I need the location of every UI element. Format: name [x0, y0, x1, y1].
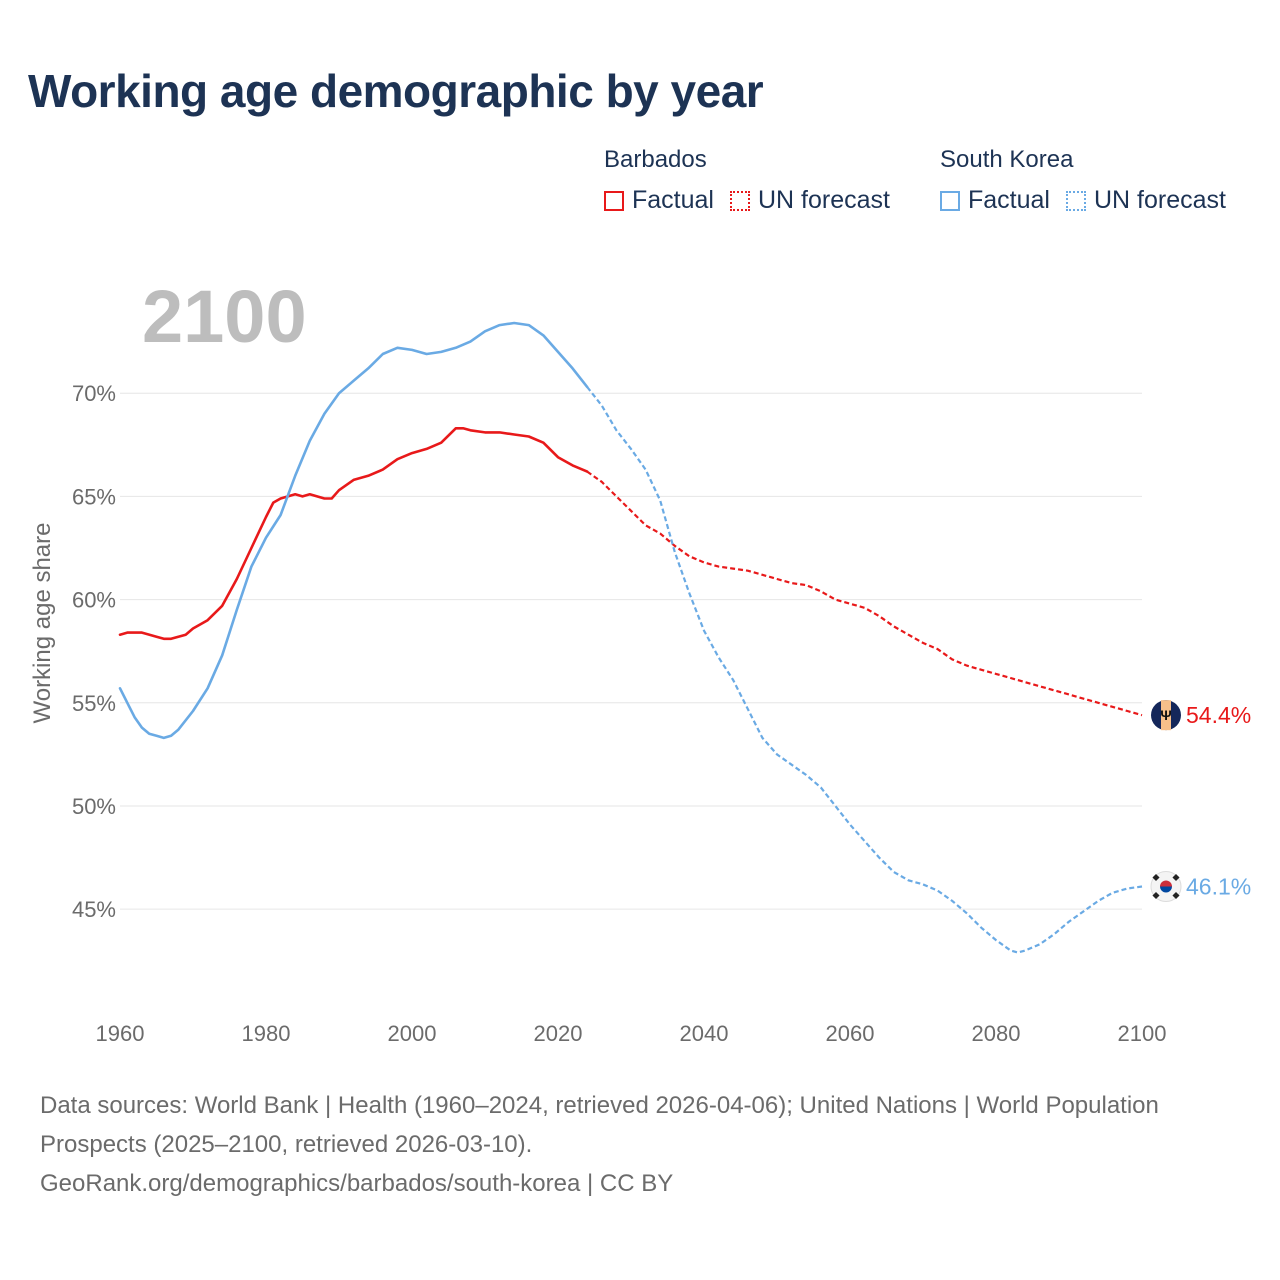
legend-swatch-solid-red: [604, 190, 624, 211]
x-tick-label: 1980: [242, 1021, 291, 1046]
series-line-south-korea-factual[interactable]: [118, 321, 589, 740]
series-line-barbados-factual[interactable]: [118, 427, 589, 641]
legend-group-barbados: Barbados Factual UN forecast: [604, 144, 906, 215]
barbados-flag-icon: Ψ: [1151, 700, 1181, 731]
legend-swatch-dotted-blue: [1065, 190, 1086, 211]
y-tick-label: 55%: [72, 691, 116, 716]
end-value-label-barbados: 54.4%: [1186, 702, 1251, 728]
legend-swatch-solid-blue: [940, 190, 960, 211]
credit-link[interactable]: GeoRank.org/demographics/barbados/south-…: [40, 1170, 674, 1197]
series-line-barbados-forecast[interactable]: [586, 470, 1143, 717]
year-watermark: 2100: [142, 275, 307, 358]
x-tick-label: 1960: [96, 1021, 145, 1046]
legend-label: UN forecast: [757, 186, 890, 214]
data-sources: Data sources: World Bank | Health (1960–…: [40, 1092, 1159, 1158]
legend-country-south-korea: South Korea: [940, 146, 1074, 173]
y-tick-label: 45%: [72, 897, 116, 922]
line-chart: 2100 45% 50% 55% 60% 65% 70% 1960 1980 2000 2020…: [29, 275, 1251, 1046]
south-korea-flag-icon: [1150, 870, 1182, 902]
end-value-label-south-korea: 46.1%: [1186, 873, 1251, 899]
y-tick-label: 50%: [72, 794, 116, 819]
y-axis-ticks: 45% 50% 55% 60% 65% 70%: [72, 381, 116, 922]
legend-label: Factual: [968, 186, 1050, 214]
legend-item-barbados-factual[interactable]: Factual: [604, 186, 714, 215]
y-axis-label: Working age share: [29, 523, 56, 724]
legend-item-south-korea-factual[interactable]: Factual: [940, 186, 1050, 215]
y-tick-label: 70%: [72, 381, 116, 406]
x-tick-label: 2060: [826, 1021, 875, 1046]
legend-label: UN forecast: [1093, 186, 1226, 214]
end-markers: Ψ 54.4% 46.1%: [1150, 700, 1251, 902]
legend-swatch-dotted-red: [729, 190, 750, 211]
legend-country-barbados: Barbados: [604, 146, 707, 173]
x-tick-label: 2040: [680, 1021, 729, 1046]
x-tick-label: 2100: [1118, 1021, 1167, 1046]
gridlines: [120, 392, 1142, 910]
y-tick-label: 65%: [72, 484, 116, 509]
y-tick-label: 60%: [72, 588, 116, 613]
legend-label: Factual: [632, 186, 714, 214]
x-tick-label: 2020: [534, 1021, 583, 1046]
legend-item-barbados-forecast[interactable]: UN forecast: [729, 186, 890, 215]
series-line-south-korea-forecast[interactable]: [586, 386, 1143, 954]
footer: Data sources: World Bank | Health (1960–…: [40, 1086, 1240, 1203]
svg-text:Ψ: Ψ: [1160, 707, 1171, 723]
x-tick-label: 2080: [972, 1021, 1021, 1046]
chart-title: Working age demographic by year: [28, 65, 764, 117]
x-tick-label: 2000: [388, 1021, 437, 1046]
x-axis-ticks: 1960 1980 2000 2020 2040 2060 2080 2100: [96, 1021, 1167, 1046]
legend-group-south-korea: South Korea Factual UN forecast: [940, 144, 1242, 215]
series-lines: [118, 321, 1143, 954]
legend-item-south-korea-forecast[interactable]: UN forecast: [1065, 186, 1226, 215]
